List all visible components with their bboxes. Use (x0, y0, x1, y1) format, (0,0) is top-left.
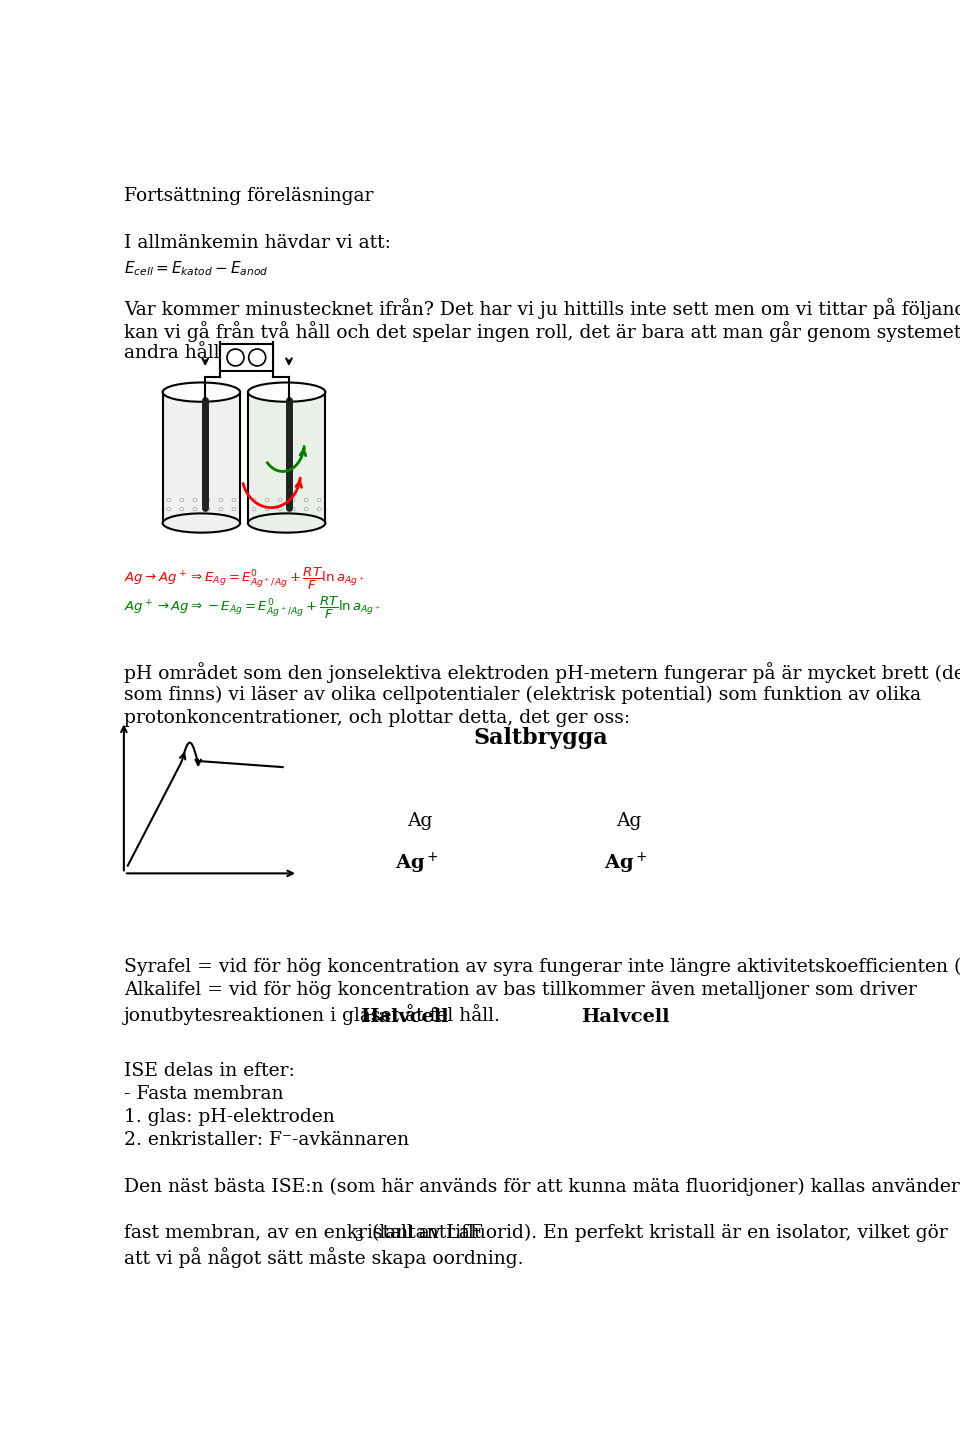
Ellipse shape (248, 514, 325, 532)
Text: som finns) vi läser av olika cellpotentialer (elektrisk potential) som funktion : som finns) vi läser av olika cellpotenti… (124, 685, 921, 704)
Ellipse shape (193, 508, 197, 511)
Ellipse shape (227, 350, 244, 366)
Text: $Ag \rightarrow Ag^+ \Rightarrow E_{Ag} = E^0_{Ag^+/Ag} + \dfrac{RT}{F}\ln a_{Ag: $Ag \rightarrow Ag^+ \Rightarrow E_{Ag} … (124, 566, 365, 591)
Text: Halvcell: Halvcell (581, 1009, 670, 1026)
Text: Syrafel = vid för hög koncentration av syra fungerar inte längre aktivitetskoeff: Syrafel = vid för hög koncentration av s… (124, 958, 960, 976)
Text: Ag: Ag (407, 812, 432, 830)
Ellipse shape (206, 508, 210, 511)
Ellipse shape (252, 508, 256, 511)
Text: I allmänkemin hävdar vi att:: I allmänkemin hävdar vi att: (124, 235, 391, 252)
Text: Den näst bästa ISE:n (som här används för att kunna mäta fluoridjoner) kallas an: Den näst bästa ISE:n (som här används fö… (124, 1177, 960, 1196)
Ellipse shape (219, 508, 223, 511)
Text: Ag$^+$: Ag$^+$ (605, 850, 648, 875)
Ellipse shape (291, 508, 295, 511)
Bar (248, 393, 325, 522)
Ellipse shape (304, 498, 308, 501)
Text: Var kommer minustecknet ifrån? Det har vi ju hittills inte sett men om vi tittar: Var kommer minustecknet ifrån? Det har v… (124, 298, 960, 319)
Ellipse shape (167, 498, 171, 501)
Text: Ag$^+$: Ag$^+$ (396, 850, 439, 875)
Text: andra håll:: andra håll: (124, 344, 226, 363)
Text: fast membran, av en enkristall av LaF: fast membran, av en enkristall av LaF (124, 1223, 483, 1242)
Ellipse shape (180, 508, 183, 511)
Text: pH området som den jonselektiva elektroden pH-metern fungerar på är mycket brett: pH området som den jonselektiva elektrod… (124, 662, 960, 684)
Ellipse shape (162, 383, 240, 401)
Ellipse shape (317, 498, 321, 501)
Ellipse shape (304, 508, 308, 511)
Ellipse shape (180, 498, 183, 501)
Ellipse shape (248, 383, 325, 401)
Text: att vi på något sätt måste skapa oordning.: att vi på något sätt måste skapa oordnin… (124, 1246, 523, 1268)
Ellipse shape (167, 508, 171, 511)
Ellipse shape (278, 508, 282, 511)
Ellipse shape (232, 498, 236, 501)
Text: jonutbytesreaktionen i glaset åt fel håll.: jonutbytesreaktionen i glaset åt fel hål… (124, 1004, 501, 1025)
Text: Halvcell: Halvcell (360, 1009, 449, 1026)
Text: ISE delas in efter:: ISE delas in efter: (124, 1062, 295, 1081)
Ellipse shape (162, 514, 240, 532)
Ellipse shape (265, 498, 269, 501)
Text: Saltbrygga: Saltbrygga (473, 727, 608, 750)
Text: - Fasta membran: - Fasta membran (124, 1085, 283, 1104)
Ellipse shape (232, 508, 236, 511)
Text: Alkalifel = vid för hög koncentration av bas tillkommer även metalljoner som dri: Alkalifel = vid för hög koncentration av… (124, 981, 917, 999)
Text: $E_{cell} = E_{katod} - E_{anod}$: $E_{cell} = E_{katod} - E_{anod}$ (124, 259, 269, 278)
Text: Fortsättning föreläsningar: Fortsättning föreläsningar (124, 187, 373, 204)
Ellipse shape (317, 508, 321, 511)
Ellipse shape (193, 498, 197, 501)
Text: 1. glas: pH-elektroden: 1. glas: pH-elektroden (124, 1108, 335, 1127)
Bar (162, 393, 240, 522)
Text: Ag: Ag (616, 812, 641, 830)
Ellipse shape (265, 508, 269, 511)
Ellipse shape (249, 350, 266, 366)
Text: protonkoncentrationer, och plottar detta, det ger oss:: protonkoncentrationer, och plottar detta… (124, 708, 630, 727)
Bar (220, 344, 273, 371)
Ellipse shape (219, 498, 223, 501)
Text: (lantantrifluorid). En perfekt kristall är en isolator, vilket gör: (lantantrifluorid). En perfekt kristall … (367, 1223, 948, 1242)
Text: 2. enkristaller: F⁻-avkännaren: 2. enkristaller: F⁻-avkännaren (124, 1131, 409, 1150)
Ellipse shape (206, 498, 210, 501)
Ellipse shape (291, 498, 295, 501)
Text: 3: 3 (355, 1230, 364, 1243)
Text: $Ag^+ \rightarrow Ag \Rightarrow -E_{Ag} = E^0_{Ag^+/Ag} + \dfrac{RT}{F}\ln a_{A: $Ag^+ \rightarrow Ag \Rightarrow -E_{Ag}… (124, 594, 381, 620)
Ellipse shape (278, 498, 282, 501)
Text: kan vi gå från två håll och det spelar ingen roll, det är bara att man går genom: kan vi gå från två håll och det spelar i… (124, 321, 960, 342)
Ellipse shape (252, 498, 256, 501)
